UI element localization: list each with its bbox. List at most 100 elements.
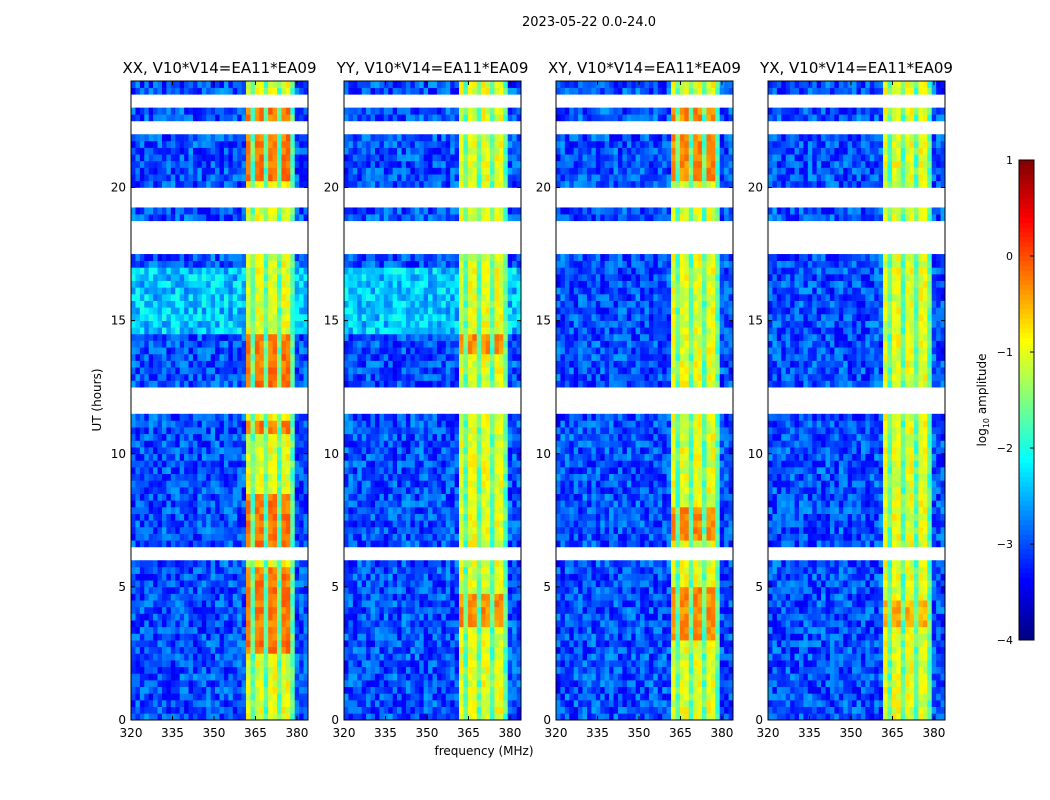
- heatmap-cell: [215, 613, 220, 621]
- heatmap-cell: [259, 260, 265, 268]
- heatmap-cell: [366, 666, 371, 674]
- heatmap-cell: [192, 340, 198, 348]
- heatmap-cell: [263, 353, 269, 361]
- heatmap-cell: [277, 666, 282, 674]
- heatmap-cell: [374, 533, 380, 541]
- heatmap-cell: [250, 646, 256, 654]
- heatmap-cell: [254, 447, 260, 455]
- heatmap-cell: [490, 613, 495, 621]
- heatmap-cell: [131, 260, 136, 268]
- heatmap-cell: [184, 533, 189, 541]
- heatmap-cell: [352, 660, 358, 668]
- heatmap-cell: [450, 646, 455, 654]
- heatmap-cell: [294, 287, 300, 295]
- heatmap-cell: [348, 620, 354, 628]
- heatmap-cell: [379, 673, 385, 681]
- heatmap-cell: [454, 606, 460, 614]
- heatmap-cell: [498, 480, 504, 488]
- heatmap-cell: [498, 507, 504, 514]
- heatmap-cell: [277, 140, 282, 148]
- heatmap-cell: [148, 154, 154, 162]
- heatmap-cell: [192, 526, 198, 534]
- heatmap-cell: [423, 620, 429, 628]
- heatmap-cell: [259, 693, 265, 701]
- heatmap-cell: [161, 214, 167, 222]
- heatmap-cell: [161, 640, 167, 648]
- heatmap-cell: [259, 593, 265, 601]
- heatmap-cell: [485, 686, 491, 694]
- heatmap-cell: [259, 267, 265, 275]
- heatmap-cell: [232, 487, 238, 494]
- heatmap-cell: [219, 593, 225, 601]
- heatmap-cell: [206, 174, 211, 182]
- heatmap-cell: [392, 680, 398, 688]
- heatmap-cell: [219, 340, 225, 348]
- heatmap-cell: [344, 586, 349, 594]
- heatmap-cell: [179, 580, 185, 588]
- heatmap-cell: [210, 447, 216, 455]
- heatmap-cell: [192, 174, 198, 182]
- heatmap-cell: [441, 513, 447, 521]
- heatmap-cell: [166, 327, 172, 335]
- heatmap-cell: [281, 600, 287, 608]
- heatmap-cell: [246, 507, 251, 514]
- heatmap-cell: [388, 660, 393, 668]
- heatmap-cell: [254, 207, 260, 215]
- heatmap-cell: [507, 680, 513, 688]
- heatmap-cell: [246, 134, 251, 142]
- heatmap-cell: [414, 713, 420, 721]
- heatmap-cell: [294, 620, 300, 628]
- heatmap-cell: [352, 600, 358, 608]
- heatmap-cell: [348, 586, 354, 594]
- heatmap-cell: [348, 706, 354, 714]
- heatmap-cell: [357, 646, 362, 654]
- heatmap-cell: [175, 413, 180, 421]
- heatmap-cell: [197, 433, 203, 441]
- heatmap-cell: [383, 507, 389, 514]
- heatmap-cell: [157, 87, 163, 95]
- heatmap-cell: [148, 287, 154, 295]
- heatmap-cell: [201, 413, 207, 421]
- heatmap-cell: [352, 693, 358, 701]
- heatmap-cell: [219, 207, 225, 215]
- heatmap-cell: [175, 140, 180, 148]
- heatmap-cell: [299, 613, 304, 621]
- heatmap-cell: [494, 706, 500, 714]
- heatmap-cell: [228, 520, 234, 528]
- heatmap-cell: [131, 680, 136, 688]
- heatmap-cell: [281, 513, 287, 521]
- heatmap-cell: [299, 107, 304, 115]
- heatmap-cell: [148, 560, 154, 568]
- heatmap-cell: [228, 533, 234, 541]
- heatmap-cell: [206, 420, 211, 428]
- heatmap-cell: [184, 114, 189, 122]
- heatmap-cell: [432, 480, 438, 488]
- heatmap-cell: [223, 420, 229, 428]
- heatmap-cell: [414, 513, 420, 521]
- heatmap-cell: [192, 320, 198, 328]
- heatmap-cell: [490, 420, 495, 428]
- heatmap-cell: [379, 646, 385, 654]
- heatmap-cell: [459, 706, 464, 714]
- heatmap-cell: [144, 593, 149, 601]
- heatmap-cell: [419, 686, 424, 694]
- heatmap-cell: [383, 620, 389, 628]
- heatmap-cell: [179, 294, 185, 301]
- heatmap-cell: [476, 460, 482, 468]
- heatmap-cell: [281, 107, 287, 115]
- heatmap-cell: [285, 327, 291, 335]
- heatmap-cell: [219, 600, 225, 608]
- heatmap-cell: [192, 580, 198, 588]
- heatmap-cell: [397, 686, 402, 694]
- heatmap-cell: [419, 480, 424, 488]
- heatmap-cell: [161, 114, 167, 122]
- heatmap-cell: [192, 566, 198, 574]
- heatmap-cell: [285, 294, 291, 301]
- heatmap-cell: [259, 254, 265, 262]
- heatmap-cell: [272, 287, 278, 295]
- heatmap-cell: [410, 493, 416, 501]
- heatmap-cell: [250, 367, 256, 375]
- heatmap-cell: [241, 493, 247, 501]
- heatmap-cell: [250, 433, 256, 441]
